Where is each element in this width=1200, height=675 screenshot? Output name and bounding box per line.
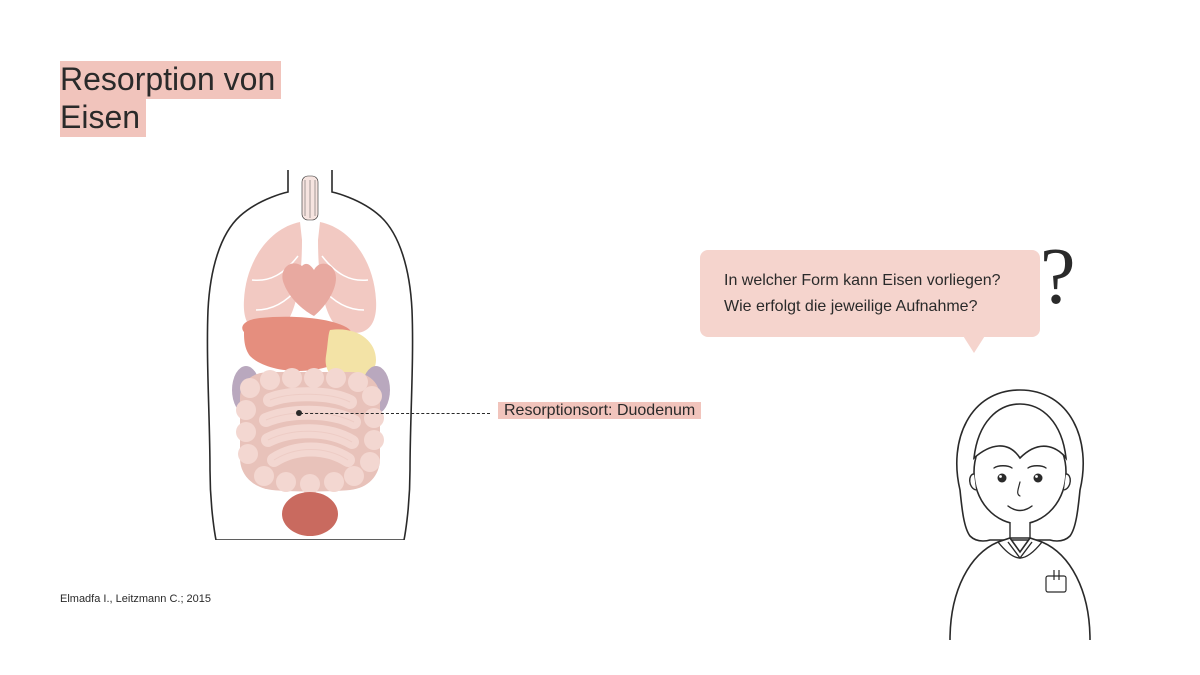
callout-text: Resorptionsort: Duodenum — [498, 402, 701, 419]
person-svg — [920, 370, 1120, 640]
torso-svg — [180, 170, 440, 540]
callout-label: Resorptionsort: Duodenum — [498, 402, 701, 420]
title-line-2: Eisen — [60, 99, 146, 137]
bubble-line-1: In welcher Form kann Eisen vorliegen? — [724, 268, 1016, 294]
slide-root: Resorption von Eisen — [0, 0, 1200, 675]
bubble-tail — [960, 331, 988, 353]
bubble-line-2: Wie erfolgt die jeweilige Aufnahme? — [724, 294, 1016, 320]
person-illustration — [920, 370, 1120, 645]
question-bubble: In welcher Form kann Eisen vorliegen? Wi… — [700, 250, 1040, 337]
callout-line — [300, 413, 490, 414]
title-line-1: Resorption von — [60, 61, 281, 99]
slide-title: Resorption von Eisen — [60, 60, 281, 137]
anatomy-illustration — [180, 170, 440, 545]
citation-text: Elmadfa I., Leitzmann C.; 2015 — [60, 593, 211, 605]
question-mark-icon: ? — [1040, 232, 1076, 323]
